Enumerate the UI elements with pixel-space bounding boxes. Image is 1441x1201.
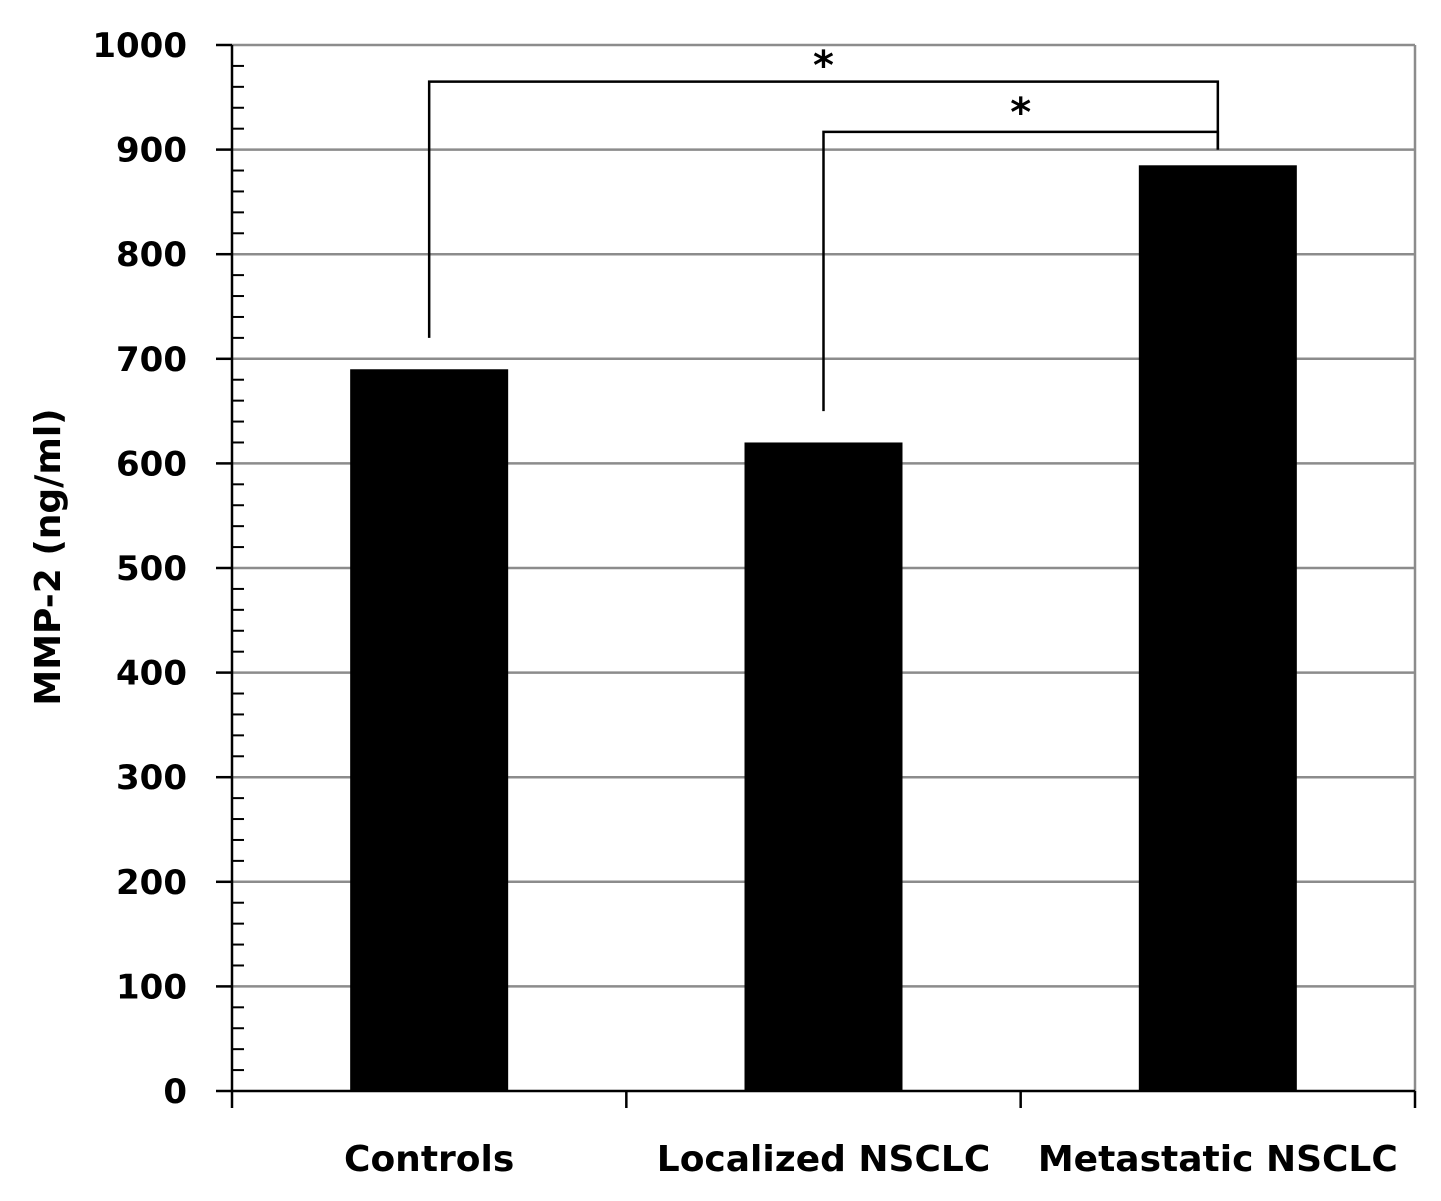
x-tick-label: Controls [344,1139,514,1180]
significance-label: * [1010,90,1031,136]
x-tick-labels: Controls Localized NSCLC Metastatic NSCLC [344,1139,1398,1180]
y-axis-label: MMP-2 (ng/ml) [28,408,69,705]
y-tick-label: 800 [116,235,187,275]
y-tick-label: 300 [116,758,187,798]
bars [350,165,1297,1092]
x-tick-label: Metastatic NSCLC [1038,1139,1398,1180]
x-tick-label: Localized NSCLC [657,1139,991,1180]
significance-bracket [822,130,1220,412]
axes [216,43,1417,1108]
bar-0 [350,369,509,1091]
significance-label: * [813,43,834,89]
y-tick-label: 400 [116,654,187,694]
y-tick-label: 100 [116,967,187,1007]
significance-brackets: ** [427,43,1220,412]
y-tick-label: 0 [163,1072,187,1112]
bar-1 [744,442,903,1092]
significance-bracket [427,80,1220,338]
y-tick-label: 500 [116,549,187,589]
y-tick-label: 700 [116,340,187,380]
y-tick-label: 200 [116,863,187,903]
y-tick-label: 1000 [92,26,187,66]
y-tick-label: 600 [116,444,187,484]
y-tick-labels: 0 100 200 300 400 500 600 700 800 900 1000 [92,26,187,1112]
y-tick-label: 900 [116,131,187,171]
bar-2 [1138,165,1297,1092]
